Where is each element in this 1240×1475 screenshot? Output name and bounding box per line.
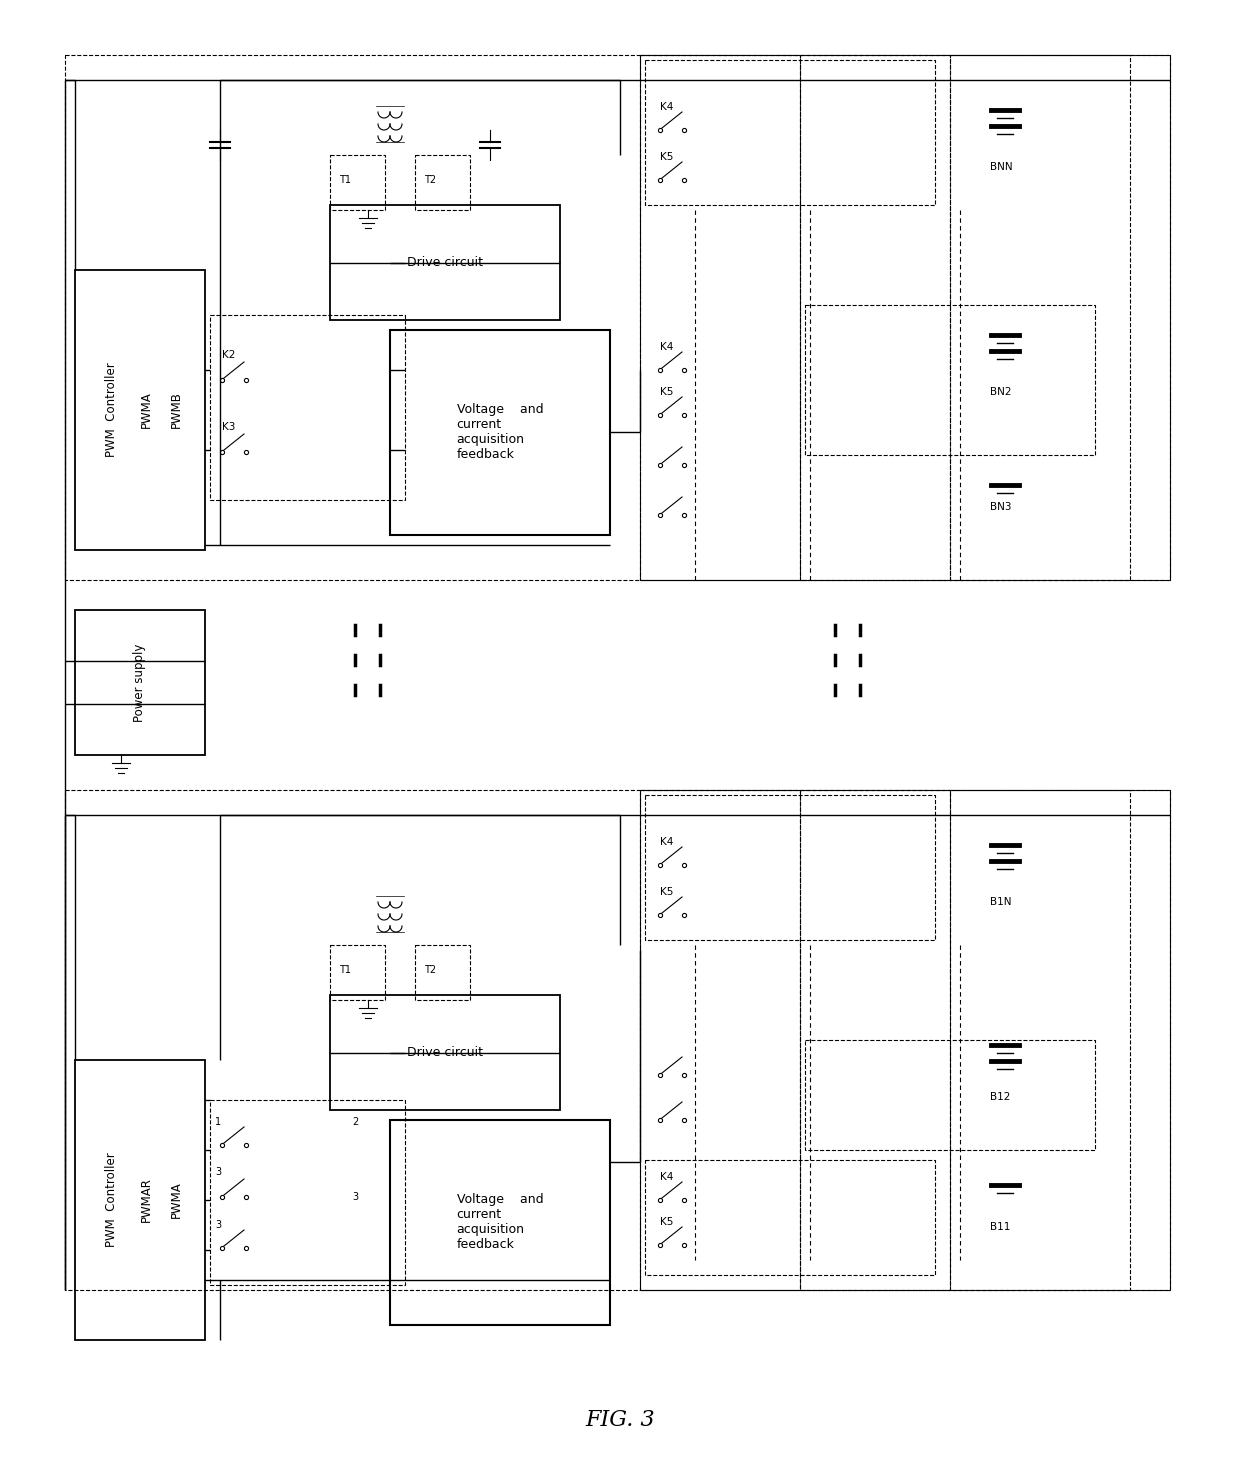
Bar	[805, 305, 1095, 454]
Text: T2: T2	[424, 176, 436, 184]
Bar	[330, 155, 384, 209]
Bar	[415, 155, 470, 209]
Bar	[330, 945, 384, 1000]
Bar	[645, 795, 935, 940]
Bar	[800, 55, 950, 580]
Text: Power supply: Power supply	[134, 643, 146, 721]
Text: PWMAR: PWMAR	[140, 1177, 153, 1223]
Text: Drive circuit: Drive circuit	[407, 1046, 484, 1059]
Bar	[640, 55, 800, 580]
Text: K5: K5	[660, 886, 673, 897]
Bar	[645, 1159, 935, 1274]
Bar	[64, 791, 1171, 1291]
Text: K5: K5	[660, 1217, 673, 1227]
Text: BNN: BNN	[990, 162, 1013, 173]
Bar	[210, 316, 405, 500]
Text: PWMB: PWMB	[170, 391, 184, 428]
Bar	[640, 55, 1171, 580]
Bar	[74, 270, 205, 550]
Bar	[74, 1061, 205, 1339]
Text: Voltage    and
current
acquisition
feedback: Voltage and current acquisition feedback	[456, 1193, 543, 1251]
Text: K5: K5	[660, 386, 673, 397]
Text: 3: 3	[352, 1192, 358, 1202]
Text: Drive circuit: Drive circuit	[407, 257, 484, 268]
Bar	[391, 1120, 610, 1325]
Text: K5: K5	[660, 152, 673, 162]
Text: Voltage    and
current
acquisition
feedback: Voltage and current acquisition feedback	[456, 404, 543, 462]
Bar	[950, 791, 1130, 1291]
Text: K4: K4	[660, 1173, 673, 1181]
Bar	[391, 330, 610, 535]
Text: 3: 3	[215, 1167, 221, 1177]
Text: T2: T2	[424, 965, 436, 975]
Text: PWM  Controller: PWM Controller	[105, 363, 118, 457]
Bar	[640, 791, 1171, 1291]
Bar	[415, 945, 470, 1000]
Bar	[950, 55, 1130, 580]
Text: FIG. 3: FIG. 3	[585, 1409, 655, 1431]
Bar	[800, 791, 950, 1291]
Text: B1N: B1N	[990, 897, 1012, 907]
Text: T1: T1	[339, 965, 351, 975]
Text: B12: B12	[990, 1092, 1011, 1102]
Text: BN3: BN3	[990, 502, 1012, 512]
Text: 3: 3	[215, 1220, 221, 1230]
Text: K3: K3	[222, 422, 236, 432]
Text: K4: K4	[660, 836, 673, 847]
Bar	[805, 1040, 1095, 1150]
Bar	[210, 1100, 405, 1285]
Bar	[640, 791, 800, 1291]
Bar	[330, 996, 560, 1111]
Text: K4: K4	[660, 102, 673, 112]
Text: PWM  Controller: PWM Controller	[105, 1152, 118, 1248]
Text: 2: 2	[352, 1117, 358, 1127]
Text: B11: B11	[990, 1221, 1011, 1232]
Bar	[645, 60, 935, 205]
Bar	[64, 55, 1171, 580]
Text: BN2: BN2	[990, 386, 1012, 397]
Text: PWMA: PWMA	[170, 1181, 184, 1218]
Text: K4: K4	[660, 342, 673, 353]
Text: 1: 1	[215, 1117, 221, 1127]
Bar	[330, 205, 560, 320]
Bar	[74, 611, 205, 755]
Text: T1: T1	[339, 176, 351, 184]
Text: PWMA: PWMA	[140, 392, 153, 428]
Text: K2: K2	[222, 350, 236, 360]
